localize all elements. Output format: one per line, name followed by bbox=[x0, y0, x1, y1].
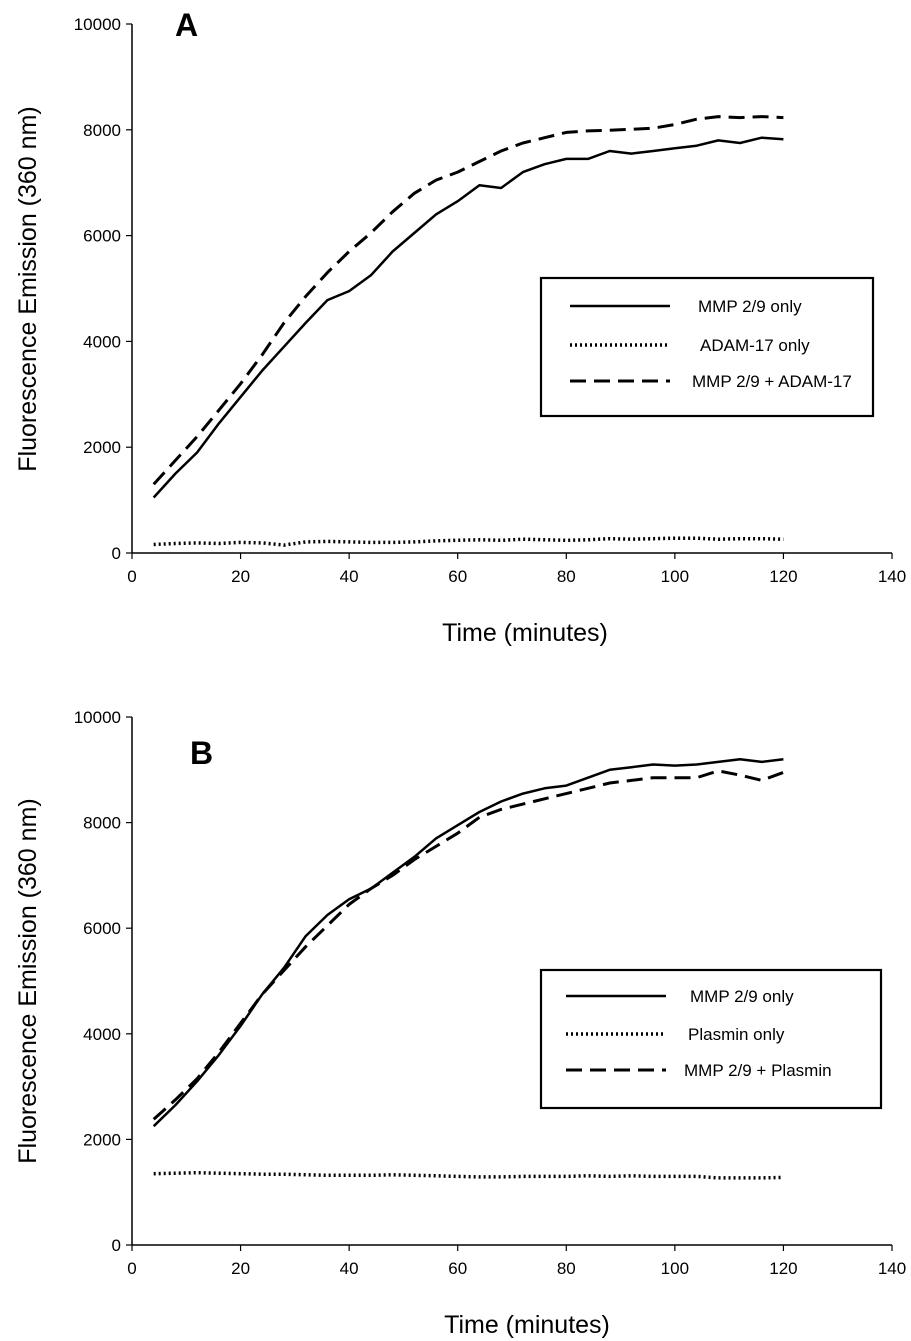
panel-b-x-tick-label: 0 bbox=[127, 1259, 136, 1278]
panel-a-x-tick-label: 80 bbox=[557, 567, 576, 586]
panel-a-x-tick-label: 140 bbox=[878, 567, 906, 586]
panel-b-legend: MMP 2/9 only Plasmin only MMP 2/9 + Plas… bbox=[539, 968, 883, 1110]
panel-b-y-tick-label: 10000 bbox=[74, 708, 121, 727]
panel-a-x-axis-title: Time (minutes) bbox=[442, 619, 608, 647]
panel-b-y-tick-label: 2000 bbox=[83, 1130, 121, 1149]
panel-a-legend-box bbox=[539, 276, 875, 418]
panel-a-y-tick-label: 4000 bbox=[83, 332, 121, 351]
panel-b-x-tick-label: 80 bbox=[557, 1259, 576, 1278]
panel-b-x-tick-label: 20 bbox=[231, 1259, 250, 1278]
panel-a-y-tick-label: 8000 bbox=[83, 121, 121, 140]
panel-b-y-tick-label: 8000 bbox=[83, 814, 121, 833]
panel-a-legend-label-1: MMP 2/9 only bbox=[698, 297, 802, 316]
panel-a-x-tick-label: 100 bbox=[661, 567, 689, 586]
panel-a-y-tick-label: 2000 bbox=[83, 438, 121, 457]
panel-a-letter: A bbox=[175, 7, 198, 43]
panel-a: A 0 2000 4000 6000 8000 10000 0 20 40 60 80 100 120 1… bbox=[14, 7, 906, 647]
panel-a-y-tick-label: 6000 bbox=[83, 227, 121, 246]
panel-a-x-tick-label: 20 bbox=[231, 567, 250, 586]
panel-b-x-tick-label: 100 bbox=[661, 1259, 689, 1278]
panel-a-y-axis-title: Fluorescence Emission (360 nm) bbox=[14, 106, 42, 471]
panel-a-series-1-line bbox=[152, 136, 784, 499]
panel-b-letter: B bbox=[190, 735, 213, 771]
panel-b-legend-label-3: MMP 2/9 + Plasmin bbox=[684, 1061, 832, 1080]
panel-b-x-axis-title: Time (minutes) bbox=[444, 1311, 610, 1339]
panel-a-x-tick-label: 40 bbox=[340, 567, 359, 586]
panel-b-y-axis-title: Fluorescence Emission (360 nm) bbox=[14, 798, 42, 1163]
panel-b-x-tick-label: 40 bbox=[340, 1259, 359, 1278]
panel-b-y-tick-label: 0 bbox=[112, 1236, 121, 1255]
panel-a-x-tick-label: 0 bbox=[127, 567, 136, 586]
panel-a-series-2-line bbox=[153, 536, 784, 547]
panel-b-legend-label-2: Plasmin only bbox=[688, 1025, 785, 1044]
panel-b-ticks: 0 2000 4000 6000 8000 10000 0 20 40 60 80 100 120 140 bbox=[74, 708, 906, 1278]
panel-a-legend-label-3: MMP 2/9 + ADAM-17 bbox=[692, 372, 852, 391]
panel-b-legend-box bbox=[539, 968, 883, 1110]
panel-b-series-3-line bbox=[152, 769, 784, 1121]
panel-b-x-tick-label: 120 bbox=[769, 1259, 797, 1278]
panel-a-ticks: 0 2000 4000 6000 8000 10000 0 20 40 60 80 100 120 140 bbox=[74, 15, 906, 586]
panel-b-x-tick-label: 140 bbox=[878, 1259, 906, 1278]
panel-b-plot-area bbox=[152, 757, 784, 1180]
panel-b-y-tick-label: 6000 bbox=[83, 919, 121, 938]
panel-b-legend-label-1: MMP 2/9 only bbox=[690, 987, 794, 1006]
panel-b-x-tick-label: 60 bbox=[448, 1259, 467, 1278]
panel-a-y-tick-label: 0 bbox=[112, 544, 121, 563]
panel-a-legend-label-2: ADAM-17 only bbox=[700, 336, 810, 355]
panel-a-x-tick-label: 60 bbox=[448, 567, 467, 586]
panel-a-x-tick-label: 120 bbox=[769, 567, 797, 586]
panel-b: B 0 2000 4000 6000 8000 10000 0 20 40 60 80 100 120 1… bbox=[14, 708, 906, 1339]
panel-a-legend: MMP 2/9 only ADAM-17 only MMP 2/9 + ADAM… bbox=[539, 276, 875, 418]
panel-a-y-tick-label: 10000 bbox=[74, 15, 121, 34]
panel-b-y-tick-label: 4000 bbox=[83, 1025, 121, 1044]
panel-b-series-2-line bbox=[153, 1170, 784, 1180]
panel-a-plot-area bbox=[152, 115, 784, 547]
